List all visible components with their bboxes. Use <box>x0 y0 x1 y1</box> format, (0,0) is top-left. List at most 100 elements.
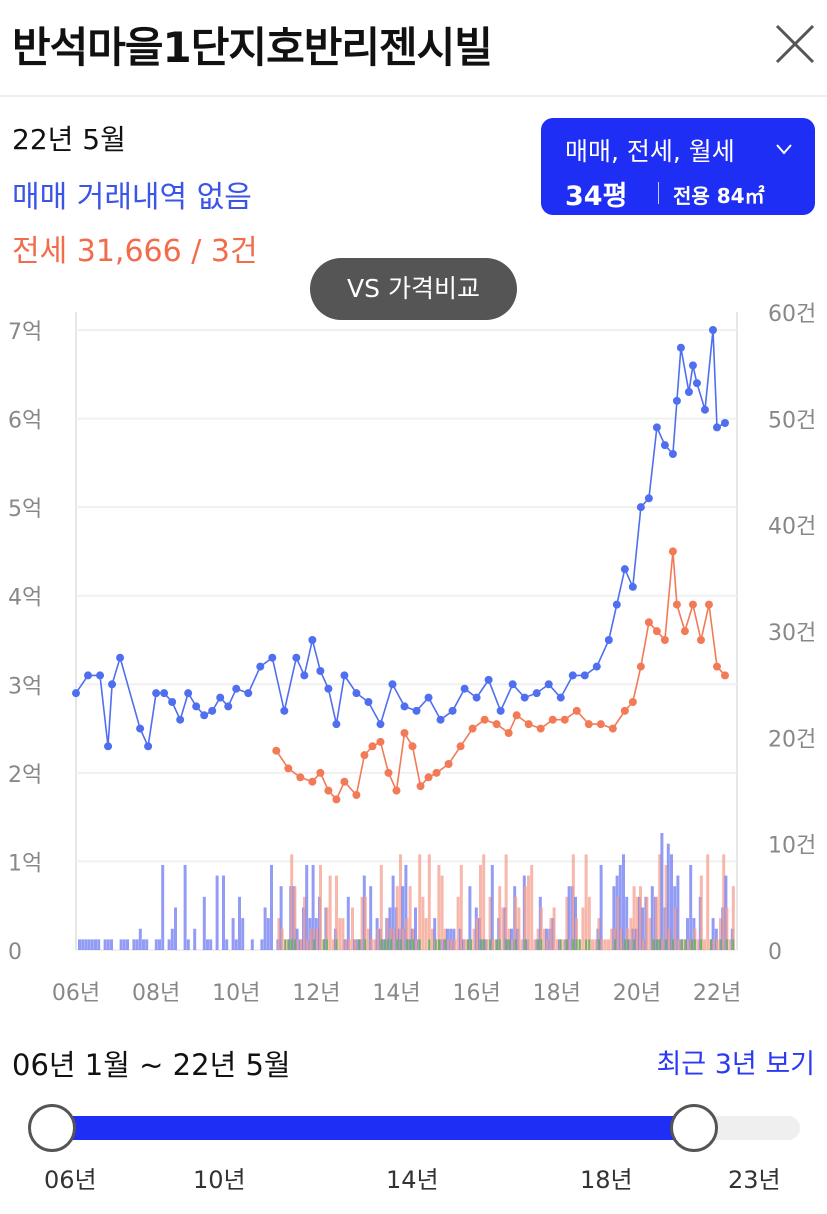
data-point-sale <box>612 600 621 609</box>
volume-bar-jeonse <box>351 907 354 950</box>
data-point-sale <box>604 636 613 644</box>
data-point-sale <box>672 396 681 405</box>
volume-bar-jeonse <box>456 896 460 950</box>
volume-bar-jeonse <box>584 854 588 950</box>
data-point-sale <box>160 689 169 698</box>
data-point-jeonse <box>456 742 465 751</box>
data-point-jeonse <box>352 791 361 799</box>
data-point-sale <box>144 742 153 751</box>
volume-bar-rent <box>396 939 399 950</box>
x-tick-label: 18년 <box>533 981 581 1006</box>
data-point-sale <box>216 693 225 702</box>
data-point-sale <box>496 706 505 715</box>
volume-bar-rent <box>658 939 661 950</box>
volume-bar-rent <box>700 939 703 950</box>
volume-bar-rent <box>284 939 287 950</box>
volume-bar-rent <box>290 939 293 950</box>
jeonse-summary: 전세 31,666 / 3건 <box>12 234 258 269</box>
volume-bar-sale <box>145 939 149 950</box>
volume-bar-sale <box>97 939 101 950</box>
x-tick-label: 06년 <box>52 981 100 1006</box>
data-point-jeonse <box>444 760 453 768</box>
recent-3-years-link[interactable]: 최근 3년 보기 <box>656 1049 815 1080</box>
data-point-sale <box>200 711 209 720</box>
x-tick-label: 12년 <box>292 981 340 1006</box>
volume-bar-jeonse <box>475 918 479 950</box>
volume-bar-jeonse <box>453 939 457 950</box>
volume-bar-jeonse <box>360 896 364 950</box>
volume-bar-jeonse <box>562 939 566 950</box>
volume-bar-sale <box>234 939 238 950</box>
volume-bar-sale <box>122 939 126 950</box>
volume-bar-rent <box>386 939 389 950</box>
volume-bar-jeonse <box>277 918 281 950</box>
volume-bar-sale <box>142 939 145 950</box>
volume-bar-jeonse <box>565 896 569 950</box>
data-point-jeonse <box>672 600 681 609</box>
data-point-sale <box>676 343 685 352</box>
volume-bar-jeonse <box>639 886 642 950</box>
data-point-sale <box>388 680 397 689</box>
volume-bar-rent <box>588 939 591 950</box>
volume-bar-jeonse <box>648 918 652 950</box>
data-point-sale <box>96 671 105 680</box>
data-point-jeonse <box>504 729 513 737</box>
data-point-sale <box>192 702 201 711</box>
volume-bar-jeonse <box>591 939 594 950</box>
volume-bar-sale <box>260 939 264 950</box>
volume-bar-sale <box>81 939 85 950</box>
price-compare-button[interactable]: VS 가격비교 <box>310 258 517 320</box>
volume-bar-jeonse <box>431 928 434 950</box>
data-point-jeonse <box>432 768 441 777</box>
range-slider-start-handle[interactable] <box>28 1104 76 1152</box>
volume-bar-sale <box>186 939 190 950</box>
y-left-tick-label: 7억 <box>8 320 42 345</box>
data-point-sale <box>592 662 601 671</box>
volume-bar-jeonse <box>379 864 383 950</box>
data-point-sale <box>152 689 161 698</box>
x-tick-label: 16년 <box>452 981 500 1006</box>
volume-bar-sale <box>689 864 693 950</box>
volume-bar-jeonse <box>603 939 607 950</box>
divider <box>658 182 659 204</box>
sale-summary: 매매 거래내역 없음 <box>12 180 252 215</box>
volume-bar-sale <box>206 939 209 950</box>
volume-bar-jeonse <box>392 928 396 950</box>
volume-bar-jeonse <box>511 939 514 950</box>
volume-bar-sale <box>660 833 664 950</box>
y-left-tick-label: 0 <box>8 940 22 965</box>
trade-filter-button[interactable]: 매매, 전세, 월세 34평 전용 84㎡ <box>541 118 815 215</box>
volume-bar-jeonse <box>363 896 367 950</box>
data-point-sale <box>688 361 697 370</box>
price-chart: 0 1억 2억 3억 4억 5억 6억 7억 0 10건 20건 30건 40건 50건 60건 06년 08년… <box>8 302 816 1006</box>
volume-bar-sale <box>279 886 283 950</box>
volume-bar-jeonse <box>331 939 335 950</box>
volume-bar-sale <box>622 854 625 950</box>
close-icon[interactable] <box>773 22 817 66</box>
volume-bar-sale <box>222 875 225 950</box>
volume-bar-rent <box>469 939 472 950</box>
volume-bar-rent <box>482 939 485 950</box>
y-left-tick-label: 6억 <box>8 409 42 434</box>
range-slider-end-handle[interactable] <box>670 1104 718 1152</box>
volume-bar-jeonse <box>418 854 422 950</box>
volume-bar-sale <box>625 896 629 950</box>
data-point-jeonse <box>704 600 713 609</box>
data-point-sale <box>520 693 529 702</box>
volume-bar-jeonse <box>491 939 495 950</box>
data-point-sale <box>532 689 541 698</box>
x-tick-label: 22년 <box>693 981 741 1006</box>
volume-bar-rent <box>364 939 367 950</box>
data-point-jeonse <box>712 662 721 671</box>
data-point-sale <box>208 706 217 715</box>
volume-bar-jeonse <box>280 928 284 950</box>
volume-bar-rent <box>537 939 540 950</box>
data-point-sale <box>376 720 385 729</box>
data-point-jeonse <box>480 715 489 724</box>
volume-bar-jeonse <box>703 939 706 950</box>
volume-bar-jeonse <box>335 875 338 950</box>
y-right-tick-label: 60건 <box>768 302 816 327</box>
data-point-sale <box>412 706 421 715</box>
data-point-sale <box>472 693 481 702</box>
x-tick-label: 20년 <box>613 981 661 1006</box>
